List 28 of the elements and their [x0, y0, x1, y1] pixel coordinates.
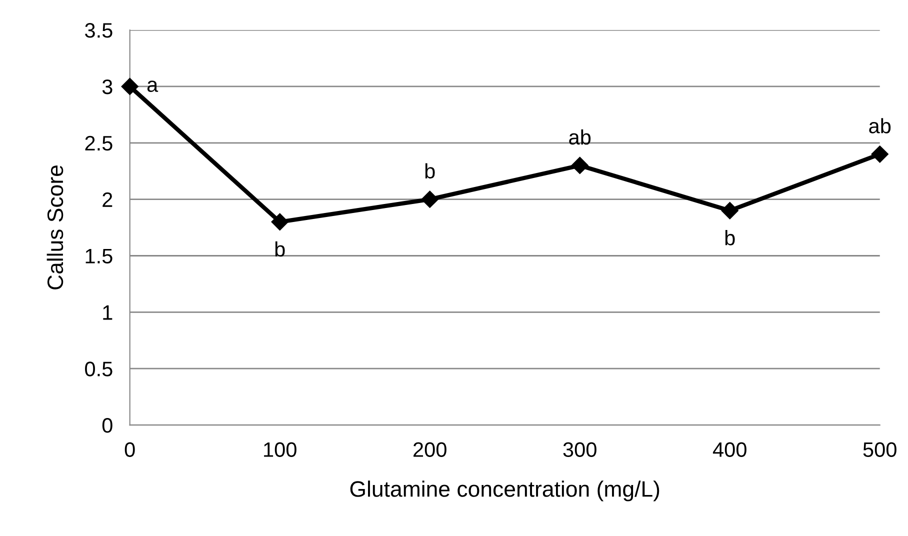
y-tick-label: 2.5: [85, 136, 112, 151]
x-axis-title: Glutamine concentration (mg/L): [350, 480, 660, 502]
annotation: a: [147, 80, 158, 92]
point: [121, 78, 138, 95]
point: [721, 202, 738, 220]
x-tick-label: 0: [124, 442, 135, 458]
annotation: b: [275, 241, 285, 257]
point: [271, 213, 288, 230]
annotation: b: [725, 230, 735, 246]
annotation: ab: [869, 118, 891, 134]
y-axis-title: Callus Score: [46, 166, 64, 290]
y-tick-label: 3: [102, 79, 112, 94]
y-tick-label: 1: [103, 305, 112, 320]
y-tick-label: 0.5: [85, 362, 112, 376]
y-tick-label: 0: [102, 418, 112, 433]
point: [421, 190, 438, 208]
point: [871, 146, 888, 163]
annotation: b: [425, 163, 435, 179]
y-tick-label: 1.5: [86, 248, 112, 264]
y-tick-label: 3.5: [85, 23, 112, 38]
x-tick-label: 300: [563, 442, 596, 458]
x-tick-label: 500: [863, 442, 896, 458]
annotation: ab: [569, 129, 591, 145]
x-tick-label: 100: [264, 442, 296, 458]
x-tick-label: 400: [712, 442, 746, 458]
point: [571, 156, 588, 174]
y-tick-label: 2: [102, 192, 112, 207]
x-tick-label: 200: [414, 442, 446, 458]
